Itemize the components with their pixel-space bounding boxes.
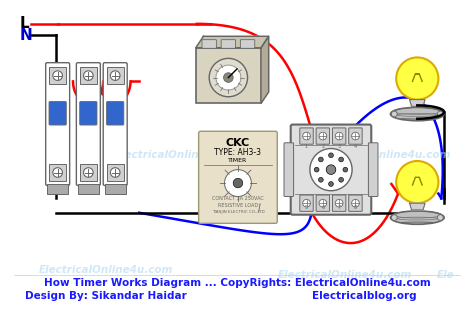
Circle shape [396, 57, 438, 99]
Text: 6: 6 [321, 205, 324, 211]
FancyBboxPatch shape [107, 67, 124, 84]
FancyBboxPatch shape [80, 164, 97, 181]
Circle shape [314, 167, 319, 172]
FancyBboxPatch shape [80, 101, 97, 125]
Circle shape [438, 111, 443, 117]
FancyBboxPatch shape [300, 195, 313, 211]
FancyBboxPatch shape [80, 67, 97, 84]
Text: L: L [19, 16, 29, 31]
Circle shape [335, 132, 343, 140]
FancyBboxPatch shape [49, 164, 66, 181]
Circle shape [326, 165, 336, 175]
FancyBboxPatch shape [103, 63, 127, 185]
FancyBboxPatch shape [47, 184, 68, 194]
Circle shape [224, 73, 233, 82]
Text: 7: 7 [337, 205, 341, 211]
Circle shape [303, 132, 310, 140]
Circle shape [303, 199, 310, 207]
Circle shape [83, 168, 93, 177]
Text: 3: 3 [337, 144, 341, 149]
FancyBboxPatch shape [316, 128, 329, 144]
Circle shape [216, 65, 241, 90]
Circle shape [328, 182, 333, 186]
Text: 5: 5 [305, 205, 308, 211]
FancyBboxPatch shape [284, 143, 293, 196]
Circle shape [110, 71, 120, 80]
Circle shape [319, 132, 327, 140]
Circle shape [396, 161, 438, 203]
Text: 1: 1 [305, 144, 308, 149]
Circle shape [233, 178, 243, 188]
Text: 8: 8 [354, 205, 357, 211]
Circle shape [352, 132, 359, 140]
FancyBboxPatch shape [221, 40, 236, 48]
Circle shape [225, 170, 251, 196]
Circle shape [339, 157, 344, 162]
FancyBboxPatch shape [300, 128, 313, 144]
Text: TYPE: AH3-3: TYPE: AH3-3 [214, 148, 262, 157]
FancyBboxPatch shape [202, 40, 216, 48]
FancyBboxPatch shape [107, 164, 124, 181]
Circle shape [339, 177, 344, 182]
Circle shape [343, 167, 348, 172]
Text: ElectricalOnline4u.com: ElectricalOnline4u.com [278, 270, 412, 280]
Circle shape [352, 199, 359, 207]
Circle shape [319, 199, 327, 207]
Text: Ele: Ele [438, 270, 455, 280]
FancyBboxPatch shape [78, 184, 99, 194]
Text: 4: 4 [354, 144, 357, 149]
FancyBboxPatch shape [332, 195, 346, 211]
Circle shape [310, 148, 352, 191]
FancyBboxPatch shape [46, 63, 70, 185]
Text: Î: Î [258, 205, 260, 214]
Circle shape [328, 153, 333, 158]
Text: ElectricalOnline4u.com: ElectricalOnline4u.com [38, 265, 173, 275]
Polygon shape [261, 36, 269, 103]
FancyBboxPatch shape [199, 131, 277, 223]
Text: CONTACT 3A 250VAC: CONTACT 3A 250VAC [212, 196, 264, 201]
Circle shape [83, 71, 93, 80]
Text: ElectricalOnline4u.com: ElectricalOnline4u.com [115, 150, 249, 160]
Text: N: N [19, 28, 32, 43]
Circle shape [438, 215, 443, 221]
FancyBboxPatch shape [196, 48, 261, 103]
Text: TIANJIN ELECTRIC CO.,LTD: TIANJIN ELECTRIC CO.,LTD [211, 210, 264, 214]
FancyBboxPatch shape [240, 40, 255, 48]
Circle shape [319, 157, 323, 162]
Circle shape [53, 168, 63, 177]
Text: Electricalblog.org: Electricalblog.org [312, 291, 417, 301]
Ellipse shape [391, 211, 444, 224]
FancyBboxPatch shape [107, 101, 124, 125]
Circle shape [392, 111, 397, 117]
Text: How Timer Works Diagram ... CopyRights: ElectricalOnline4u.com: How Timer Works Diagram ... CopyRights: … [44, 278, 430, 288]
Circle shape [335, 199, 343, 207]
FancyBboxPatch shape [49, 67, 66, 84]
Text: RESISTIVE LOAD: RESISTIVE LOAD [218, 203, 258, 208]
FancyBboxPatch shape [291, 125, 371, 215]
Circle shape [53, 71, 63, 80]
Circle shape [392, 215, 397, 221]
Text: Design By: Sikandar Haidar: Design By: Sikandar Haidar [25, 291, 186, 301]
Text: CKC: CKC [226, 138, 250, 148]
FancyBboxPatch shape [332, 128, 346, 144]
FancyBboxPatch shape [105, 184, 126, 194]
Text: TIMER: TIMER [228, 157, 247, 163]
Text: ElectricalOnline4u.com: ElectricalOnline4u.com [317, 150, 451, 160]
FancyBboxPatch shape [316, 195, 329, 211]
Circle shape [110, 168, 120, 177]
FancyBboxPatch shape [349, 195, 362, 211]
Circle shape [319, 177, 323, 182]
Polygon shape [410, 203, 425, 210]
Text: 2: 2 [321, 144, 324, 149]
Ellipse shape [391, 107, 444, 121]
FancyBboxPatch shape [368, 143, 378, 196]
FancyBboxPatch shape [76, 63, 100, 185]
FancyBboxPatch shape [349, 128, 362, 144]
Polygon shape [410, 99, 425, 106]
Polygon shape [196, 36, 269, 48]
FancyBboxPatch shape [49, 101, 66, 125]
Circle shape [209, 58, 247, 97]
